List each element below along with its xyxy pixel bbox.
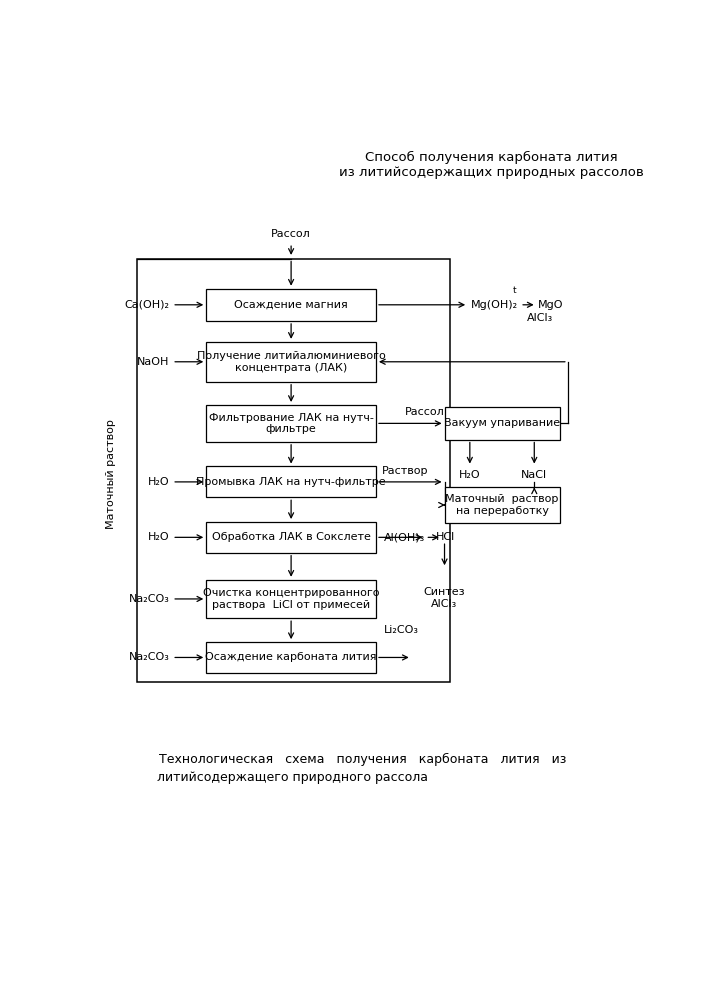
Text: Рассол: Рассол (271, 229, 311, 239)
Text: HCl: HCl (436, 532, 455, 542)
Text: Li₂CO₃: Li₂CO₃ (385, 625, 419, 635)
Text: t: t (513, 286, 517, 295)
Text: Раствор: Раствор (382, 466, 428, 476)
Text: H₂O: H₂O (148, 477, 170, 487)
FancyBboxPatch shape (206, 342, 376, 382)
Text: Осаждение карбоната лития: Осаждение карбоната лития (205, 652, 377, 662)
FancyBboxPatch shape (206, 580, 376, 618)
FancyBboxPatch shape (206, 642, 376, 673)
FancyBboxPatch shape (206, 289, 376, 321)
Text: Синтез
AlCl₃: Синтез AlCl₃ (423, 587, 465, 609)
Text: Маточный раствор: Маточный раствор (106, 419, 117, 529)
Text: Маточный  раствор
на переработку: Маточный раствор на переработку (445, 494, 559, 516)
Text: Рассол: Рассол (405, 407, 445, 417)
Text: Вакуум упаривание: Вакуум упаривание (444, 418, 560, 428)
Text: NaOH: NaOH (137, 357, 170, 367)
Text: Обработка ЛАК в Сокслете: Обработка ЛАК в Сокслете (211, 532, 370, 542)
Text: Ca(OH)₂: Ca(OH)₂ (124, 300, 170, 310)
Text: литийсодержащего природного рассола: литийсодержащего природного рассола (157, 771, 428, 784)
Text: Na₂CO₃: Na₂CO₃ (129, 652, 170, 662)
Text: Mg(OH)₂: Mg(OH)₂ (471, 300, 518, 310)
Text: Получение литийалюминиевого
концентрата (ЛАК): Получение литийалюминиевого концентрата … (197, 351, 385, 373)
Text: NaCl: NaCl (521, 470, 547, 480)
Text: MgO: MgO (538, 300, 563, 310)
Text: AlCl₃: AlCl₃ (527, 313, 554, 323)
FancyBboxPatch shape (206, 405, 376, 442)
Text: Al(OH)₃: Al(OH)₃ (385, 532, 426, 542)
FancyBboxPatch shape (206, 466, 376, 497)
FancyBboxPatch shape (445, 487, 560, 523)
Text: Промывка ЛАК на нутч-фильтре: Промывка ЛАК на нутч-фильтре (197, 477, 386, 487)
Text: H₂O: H₂O (459, 470, 481, 480)
Text: Технологическая   схема   получения   карбоната   лития   из: Технологическая схема получения карбонат… (158, 753, 566, 766)
Text: Очистка концентрированного
раствора  LiCl от примесей: Очистка концентрированного раствора LiCl… (203, 588, 380, 610)
FancyBboxPatch shape (206, 522, 376, 553)
Text: Способ получения карбоната лития
из литийсодержащих природных рассолов: Способ получения карбоната лития из лити… (339, 151, 643, 179)
Text: Na₂CO₃: Na₂CO₃ (129, 594, 170, 604)
Text: Фильтрование ЛАК на нутч-
фильтре: Фильтрование ЛАК на нутч- фильтре (209, 413, 373, 434)
Text: Осаждение магния: Осаждение магния (234, 300, 348, 310)
Text: H₂O: H₂O (148, 532, 170, 542)
FancyBboxPatch shape (445, 407, 560, 440)
